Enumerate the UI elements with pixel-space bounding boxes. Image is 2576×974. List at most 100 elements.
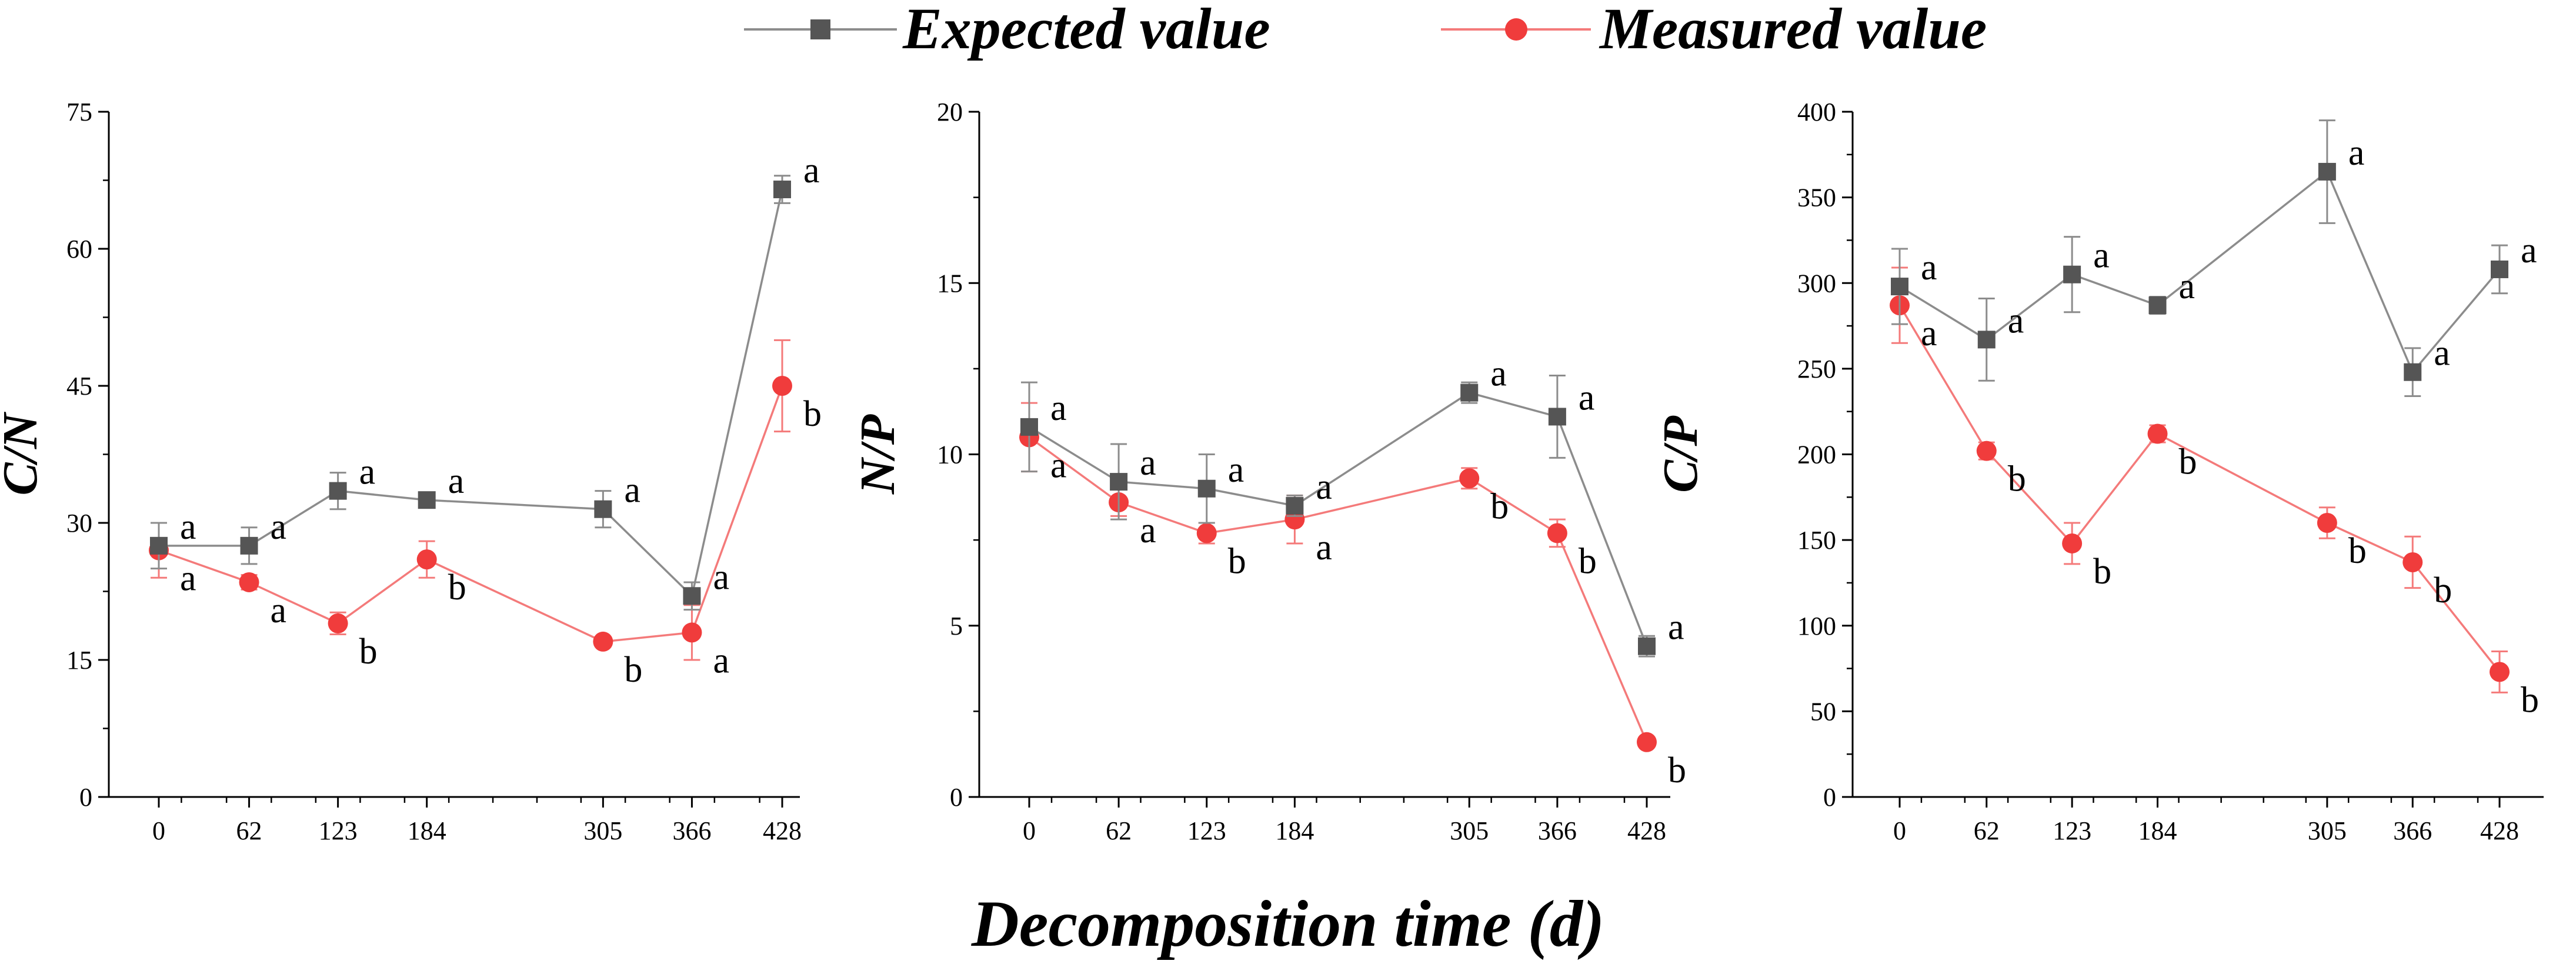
np-y-tick-label: 5 <box>950 612 963 641</box>
cn-x-tick-label: 366 <box>672 816 711 845</box>
cn-measured-point <box>593 631 613 652</box>
cp-y-tick-label: 250 <box>1797 355 1836 383</box>
cp-expected-point <box>2063 265 2081 283</box>
cn-expected-point <box>594 500 612 518</box>
cp-measured-letter: b <box>2521 680 2539 720</box>
np-y-tick-label: 10 <box>937 441 963 469</box>
cp-measured-line <box>1898 305 2501 673</box>
cp-x-tick-label: 184 <box>2138 816 2177 845</box>
cn-x-tick-label: 184 <box>408 816 446 845</box>
cp-expected-point <box>2148 296 2167 315</box>
legend-item-expected: Expected value <box>744 0 1270 61</box>
np-expected-point <box>1197 479 1216 498</box>
legend-measured-label: Measured value <box>1599 0 1987 61</box>
cp-x-tick-label: 305 <box>2308 816 2347 845</box>
cn-measured-letter: b <box>624 650 642 690</box>
cn-expected-point <box>683 587 701 605</box>
cp-expected-letter: a <box>2008 301 2024 341</box>
cp-measured-point <box>2062 533 2083 553</box>
cn-expected-point <box>329 482 347 500</box>
cp-expected-point <box>1977 331 1996 349</box>
cn-measured-letter: b <box>359 632 378 672</box>
legend-measured-marker <box>1505 18 1527 41</box>
cn-measured-letter: a <box>271 591 287 631</box>
cn-expected-line <box>159 189 783 598</box>
np-y-axis-label: N/P <box>850 414 905 495</box>
cn-y-tick-label: 30 <box>66 509 92 538</box>
np-measured-point <box>1196 523 1217 543</box>
cn-x-tick-label: 62 <box>236 816 262 845</box>
cn-measured-point <box>328 613 348 633</box>
np-x-tick-label: 428 <box>1627 816 1666 845</box>
cp-y-tick-label: 150 <box>1797 526 1836 555</box>
cp-y-tick-label: 300 <box>1797 269 1836 298</box>
np-measured-point <box>1459 468 1480 489</box>
cn-y-tick-label: 75 <box>66 98 92 126</box>
np-expected-point <box>1020 418 1038 436</box>
cp-expected-letter: a <box>2521 231 2537 271</box>
cp-measured-point <box>2403 552 2423 572</box>
np-expected-point <box>1110 473 1128 491</box>
cn-x-tick-label: 123 <box>319 816 358 845</box>
cn-y-tick-label: 0 <box>79 783 92 812</box>
cp-x-tick-label: 62 <box>1974 816 2000 845</box>
cp-expected-letter: a <box>2093 236 2110 276</box>
np-expected-letter: a <box>1316 467 1332 507</box>
cp-y-axis-label: C/P <box>1653 415 1708 492</box>
legend-expected-label: Expected value <box>902 0 1270 61</box>
np-y-tick-label: 20 <box>937 98 963 126</box>
cp-expected-letter: a <box>1921 248 1937 288</box>
np-expected-letter: a <box>1579 378 1595 418</box>
cp-measured-letter: b <box>2093 552 2111 592</box>
cp-expected-point <box>2318 162 2336 181</box>
np-x-tick-label: 366 <box>1538 816 1577 845</box>
cp-measured-point <box>2490 662 2510 682</box>
np-measured-letter: a <box>1316 528 1332 568</box>
cn-y-tick-label: 15 <box>66 646 92 675</box>
cn-expected-letter: a <box>359 452 376 492</box>
cn-x-tick-label: 0 <box>152 816 165 845</box>
cn-measured-point <box>682 622 702 643</box>
np-x-tick-label: 0 <box>1023 816 1036 845</box>
cp-x-tick-label: 428 <box>2480 816 2519 845</box>
np-x-tick-label: 305 <box>1450 816 1489 845</box>
cn-measured-letter: b <box>448 568 466 608</box>
np-expected-letter: a <box>1140 443 1156 483</box>
cp-measured-letter: a <box>1921 313 1937 353</box>
cp-y-tick-label: 0 <box>1823 783 1836 812</box>
cn-expected-point <box>240 536 258 555</box>
cn-measured-point <box>772 376 792 396</box>
np-expected-point <box>1286 496 1304 515</box>
legend: Expected value Measured value <box>744 0 1987 61</box>
np-y-tick-label: 15 <box>937 269 963 298</box>
cp-y-tick-label: 350 <box>1797 184 1836 212</box>
cp-measured-letter: b <box>2348 531 2367 571</box>
panel-cp: 0 50 100 150 200 250 300 350 400 0 62 123 184 305 366 4… <box>1653 98 2544 845</box>
cp-x-tick-label: 123 <box>2053 816 2091 845</box>
cp-expected-letter: a <box>2179 266 2195 306</box>
np-expected-point <box>1460 383 1479 402</box>
cp-measured-letter: b <box>2434 571 2452 611</box>
cp-measured-letter: b <box>2008 459 2026 499</box>
np-measured-letter: b <box>1668 750 1686 790</box>
cn-expected-point <box>150 536 168 555</box>
cn-expected-letter: a <box>271 507 287 547</box>
np-expected-letter: a <box>1050 388 1067 428</box>
np-y-tick-label: 0 <box>950 783 963 812</box>
legend-item-measured: Measured value <box>1441 0 1987 61</box>
np-measured-point <box>1547 523 1567 543</box>
cp-y-tick-label: 400 <box>1797 98 1836 126</box>
cn-x-tick-label: 428 <box>763 816 802 845</box>
np-x-tick-label: 62 <box>1106 816 1132 845</box>
cn-expected-point <box>418 491 436 509</box>
cn-y-tick-label: 45 <box>66 372 92 401</box>
cp-expected-point <box>2491 260 2508 278</box>
cn-expected-letter: a <box>180 507 196 547</box>
cn-expected-letter: a <box>713 557 729 597</box>
np-measured-letter: a <box>1140 511 1156 551</box>
cn-measured-point <box>416 549 437 570</box>
cn-measured-letter: a <box>180 559 196 599</box>
